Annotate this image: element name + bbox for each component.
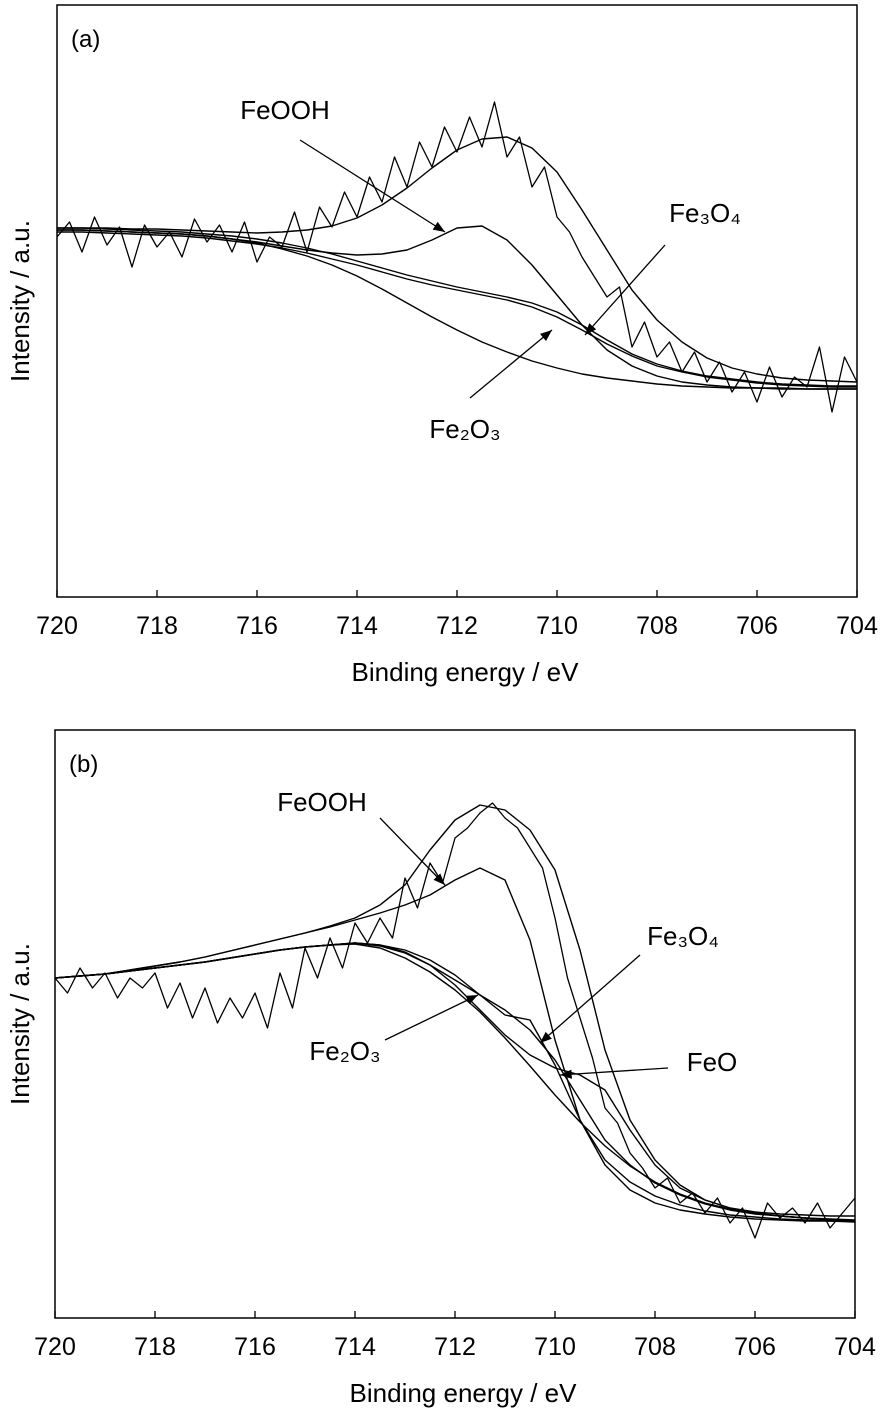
plot-frame xyxy=(54,729,856,1319)
x-tick-label: 716 xyxy=(236,612,278,640)
x-tick-label: 718 xyxy=(136,612,178,640)
x-tick-label: 708 xyxy=(634,1333,676,1361)
arrow xyxy=(379,817,446,886)
x-tick-label: 706 xyxy=(734,1333,776,1361)
y-axis-title: Intensity / a.u. xyxy=(5,220,35,382)
y-axis-title: Intensity / a.u. xyxy=(5,943,35,1105)
series-line xyxy=(54,802,856,1239)
series-line xyxy=(57,229,857,390)
plot-frame xyxy=(56,4,858,598)
x-tick-label: 704 xyxy=(836,612,878,640)
series-line xyxy=(57,136,858,383)
x-tick-label: 714 xyxy=(336,612,378,640)
series-line xyxy=(57,231,857,388)
x-axis-title: Binding energy / eV xyxy=(352,657,580,687)
arrow xyxy=(469,329,553,399)
x-tick-label: 706 xyxy=(736,612,778,640)
x-tick-label: 712 xyxy=(436,612,478,640)
annotation: FeO xyxy=(687,1047,738,1077)
annotation: Fe₃O₄ xyxy=(647,921,719,951)
annotation: FeOOH xyxy=(277,787,367,817)
x-tick-label: 704 xyxy=(834,1333,876,1361)
annotations-a: FeOOH Fe₃O₄ Fe₂O₃ xyxy=(240,95,741,444)
series-line xyxy=(54,867,856,1223)
x-tick-label: 710 xyxy=(536,612,578,640)
series-line xyxy=(57,227,857,387)
arrow xyxy=(584,244,666,336)
annotation: Fe₂O₃ xyxy=(309,1036,380,1066)
x-axis-title: Binding energy / eV xyxy=(350,1378,578,1408)
x-tick-label: 720 xyxy=(36,612,78,640)
series-line xyxy=(54,942,856,1221)
x-tick-label: 710 xyxy=(534,1333,576,1361)
series-line xyxy=(56,101,858,413)
x-tick-label: 714 xyxy=(334,1333,376,1361)
annotations-b: FeOOH Fe₃O₄ Fe₂O₃ FeO xyxy=(277,787,738,1079)
annotation: Fe₂O₃ xyxy=(429,414,500,444)
arrow xyxy=(539,954,641,1044)
series-line xyxy=(54,804,855,1217)
x-tick-label: 720 xyxy=(34,1333,76,1361)
arrow xyxy=(299,139,446,233)
x-tick-label: 718 xyxy=(134,1333,176,1361)
x-tick-label: 712 xyxy=(434,1333,476,1361)
annotation: FeOOH xyxy=(240,95,330,125)
x-tick-label: 716 xyxy=(234,1333,276,1361)
panel-label: (b) xyxy=(69,751,98,778)
panel-label: (a) xyxy=(71,26,100,53)
annotation: Fe₃O₄ xyxy=(669,198,741,228)
arrow xyxy=(559,1067,669,1079)
series-line xyxy=(57,225,857,390)
x-tick-label: 708 xyxy=(636,612,678,640)
arrow xyxy=(384,994,479,1041)
